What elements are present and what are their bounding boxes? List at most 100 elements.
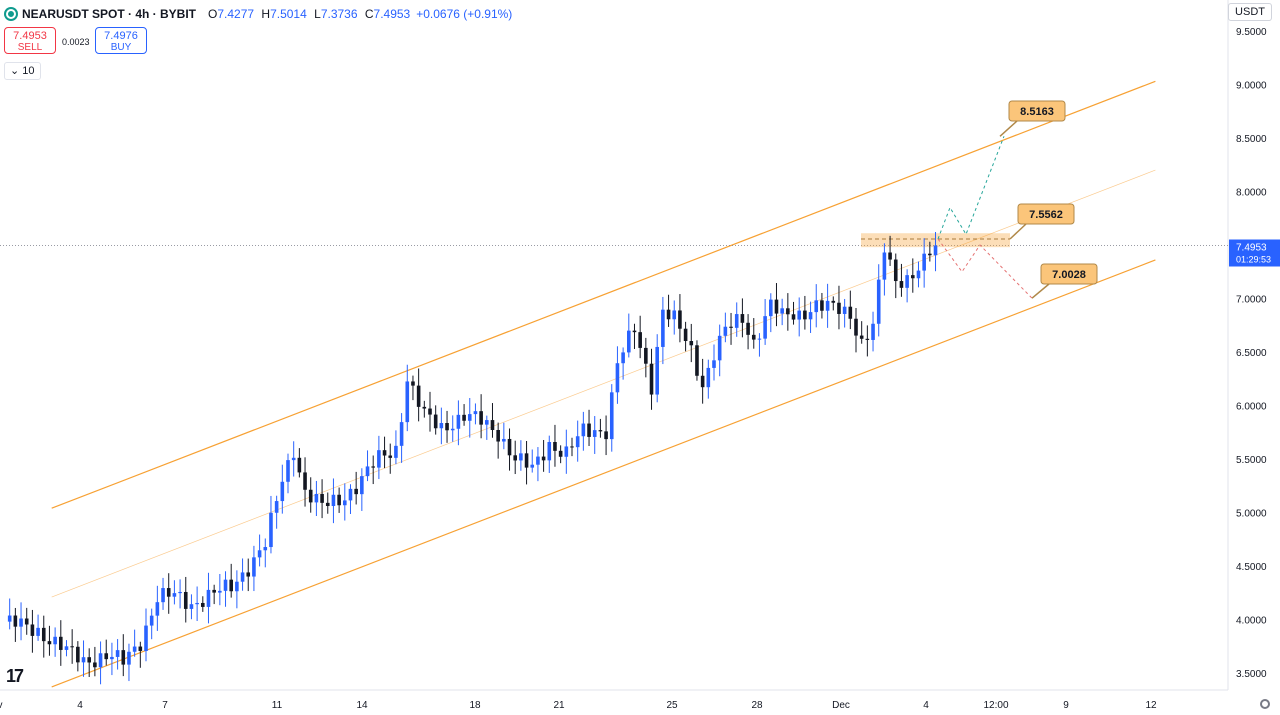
candle-body[interactable]: [365, 466, 370, 477]
candle-body[interactable]: [615, 363, 620, 393]
candle-body[interactable]: [360, 476, 364, 495]
candle-body[interactable]: [53, 636, 57, 645]
candle-body[interactable]: [206, 589, 211, 607]
buy-button[interactable]: 7.4976 BUY: [95, 27, 147, 54]
candle-body[interactable]: [655, 346, 659, 395]
candle-body[interactable]: [689, 341, 694, 346]
candle-body[interactable]: [399, 422, 404, 446]
candle-body[interactable]: [286, 460, 290, 482]
candle-body[interactable]: [64, 646, 69, 650]
symbol-title[interactable]: NEARUSDT SPOT · 4h · BYBIT: [22, 7, 197, 21]
candle-body[interactable]: [876, 279, 881, 324]
candle-body[interactable]: [695, 345, 699, 376]
candle-body[interactable]: [59, 636, 63, 650]
candle-body[interactable]: [871, 323, 875, 340]
candle-body[interactable]: [581, 423, 586, 437]
candle-body[interactable]: [706, 367, 711, 388]
candle-body[interactable]: [274, 501, 279, 513]
candle-body[interactable]: [672, 310, 677, 320]
candle-body[interactable]: [717, 335, 722, 361]
candle-body[interactable]: [291, 457, 296, 461]
candle-body[interactable]: [627, 330, 631, 353]
candle-body[interactable]: [416, 385, 421, 407]
candle-body[interactable]: [201, 602, 205, 607]
candle-body[interactable]: [524, 453, 529, 468]
channel-lower-line[interactable]: [51, 259, 1156, 688]
channel-middle-line[interactable]: [51, 169, 1156, 598]
candle-body[interactable]: [502, 438, 506, 442]
candle-body[interactable]: [854, 318, 858, 336]
candle-body[interactable]: [144, 625, 148, 651]
candle-body[interactable]: [104, 653, 109, 660]
candle-body[interactable]: [138, 646, 143, 651]
candle-body[interactable]: [598, 430, 603, 432]
candle-body[interactable]: [382, 450, 387, 456]
candle-body[interactable]: [297, 457, 302, 473]
candle-body[interactable]: [609, 392, 614, 440]
candle-body[interactable]: [564, 446, 569, 457]
candle-body[interactable]: [893, 259, 898, 282]
candle-body[interactable]: [786, 308, 790, 315]
candle-body[interactable]: [314, 493, 319, 503]
candle-body[interactable]: [257, 550, 262, 558]
candle-body[interactable]: [195, 602, 199, 605]
candle-body[interactable]: [831, 300, 836, 303]
candle-body[interactable]: [592, 430, 597, 437]
candle-body[interactable]: [320, 493, 324, 503]
candle-body[interactable]: [479, 411, 483, 425]
candle-body[interactable]: [763, 316, 767, 339]
candle-body[interactable]: [433, 414, 438, 429]
candle-body[interactable]: [252, 557, 256, 577]
candle-body[interactable]: [371, 466, 375, 468]
candle-body[interactable]: [899, 281, 904, 288]
candle-body[interactable]: [428, 408, 432, 415]
candle-body[interactable]: [149, 615, 154, 626]
currency-button[interactable]: USDT: [1228, 3, 1272, 21]
candle-body[interactable]: [155, 602, 160, 616]
candle-body[interactable]: [661, 309, 665, 347]
candle-body[interactable]: [837, 302, 841, 314]
projection-up-path[interactable]: [937, 136, 1005, 240]
candle-body[interactable]: [888, 252, 892, 260]
candle-body[interactable]: [405, 381, 410, 423]
candle-body[interactable]: [842, 306, 847, 314]
candle-body[interactable]: [536, 456, 540, 465]
candle-body[interactable]: [110, 656, 114, 660]
candle-body[interactable]: [513, 455, 517, 461]
candle-body[interactable]: [240, 572, 245, 582]
candle-body[interactable]: [47, 641, 52, 645]
candle-body[interactable]: [473, 411, 478, 415]
candle-body[interactable]: [769, 299, 773, 317]
price-callout-box[interactable]: [1040, 263, 1098, 285]
candle-body[interactable]: [570, 446, 574, 448]
candle-body[interactable]: [331, 494, 336, 507]
candle-body[interactable]: [928, 253, 932, 256]
candle-body[interactable]: [723, 326, 728, 336]
candle-body[interactable]: [308, 489, 313, 503]
candle-body[interactable]: [604, 431, 608, 440]
candle-body[interactable]: [41, 627, 46, 642]
candle-body[interactable]: [439, 423, 444, 429]
candle-body[interactable]: [81, 657, 86, 663]
candle-body[interactable]: [263, 547, 268, 551]
candle-body[interactable]: [490, 420, 495, 431]
candle-body[interactable]: [803, 310, 807, 320]
candle-body[interactable]: [911, 275, 915, 279]
candle-body[interactable]: [808, 312, 813, 320]
price-callout-box[interactable]: [1008, 100, 1066, 122]
candle-body[interactable]: [337, 494, 341, 506]
candle-body[interactable]: [922, 253, 926, 271]
candle-body[interactable]: [166, 588, 171, 597]
candle-body[interactable]: [269, 512, 273, 548]
candle-body[interactable]: [30, 624, 35, 636]
candle-body[interactable]: [172, 593, 177, 597]
candle-body[interactable]: [553, 441, 557, 451]
candle-body[interactable]: [462, 414, 466, 421]
candle-body[interactable]: [422, 406, 427, 409]
candle-body[interactable]: [212, 589, 216, 593]
candle-body[interactable]: [178, 591, 182, 594]
candle-body[interactable]: [280, 481, 285, 502]
candle-body[interactable]: [121, 650, 126, 665]
candle-body[interactable]: [218, 590, 222, 593]
candle-body[interactable]: [70, 646, 74, 648]
